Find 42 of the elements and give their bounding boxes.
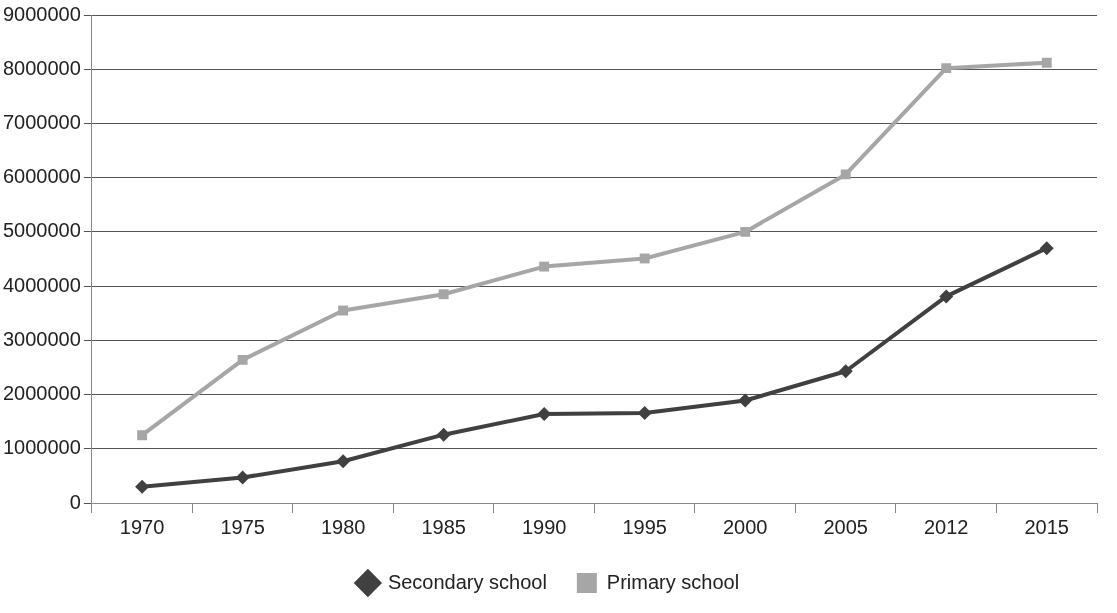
legend-label: Primary school [606, 570, 740, 593]
point [740, 226, 751, 237]
point [436, 427, 451, 442]
x-tick-label: 1995 [622, 515, 667, 538]
x-tick-label: 2005 [823, 515, 868, 538]
point [235, 470, 250, 485]
point [336, 454, 351, 469]
point [338, 305, 349, 316]
point [738, 393, 753, 408]
x-tick-label: 1980 [320, 515, 366, 538]
x-tick-label: 2000 [722, 515, 768, 538]
y-tick-label: 9000000 [2, 2, 81, 25]
x-tick-label: 2012 [923, 515, 969, 538]
x-tick-label: 1985 [421, 515, 466, 538]
y-tick-label: 7000000 [2, 110, 81, 133]
y-tick-label: 2000000 [2, 382, 81, 405]
point [637, 405, 652, 420]
y-tick-label: 0 [69, 490, 81, 513]
x-tick-label: 1990 [521, 515, 567, 538]
point [539, 261, 550, 272]
x-tick-label: 1975 [220, 515, 265, 538]
point [135, 479, 150, 494]
point [137, 430, 148, 441]
point [1039, 241, 1054, 256]
point [537, 407, 552, 422]
point [1041, 57, 1052, 68]
y-tick-label: 1000000 [2, 436, 81, 459]
point [639, 253, 650, 264]
point [237, 354, 248, 365]
x-tick-label: 2015 [1024, 515, 1069, 538]
point [840, 169, 851, 180]
y-tick-label: 8000000 [2, 56, 81, 79]
y-tick-label: 4000000 [2, 273, 81, 296]
y-tick-label: 6000000 [2, 165, 81, 188]
x-tick-label: 1970 [119, 515, 165, 538]
point [838, 364, 853, 379]
point [438, 289, 449, 300]
y-tick-label: 5000000 [2, 219, 81, 242]
y-tick-label: 3000000 [2, 327, 81, 350]
legend-label: Secondary school [387, 570, 547, 593]
point [941, 63, 952, 74]
point [939, 289, 954, 304]
